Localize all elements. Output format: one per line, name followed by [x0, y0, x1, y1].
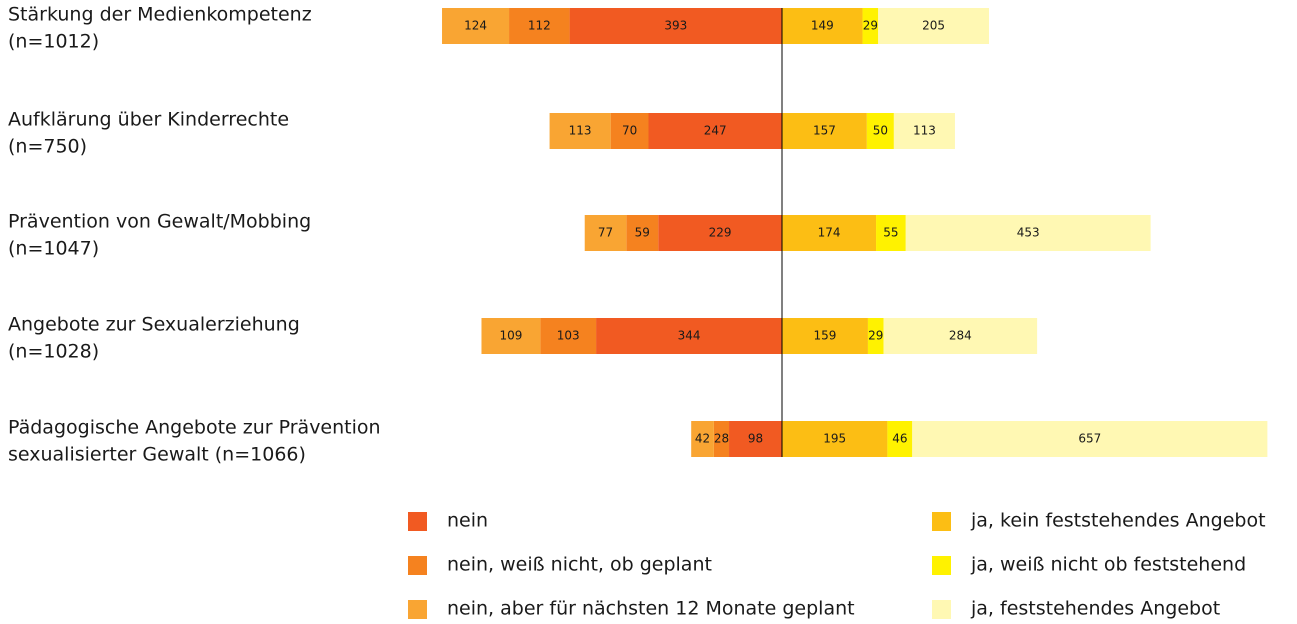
category-label: (n=750)	[8, 136, 87, 158]
value-label: 103	[557, 329, 580, 343]
category-label: Prävention von Gewalt/Mobbing	[8, 211, 311, 233]
value-label: 159	[814, 329, 837, 343]
bar-segment	[584, 215, 627, 251]
value-label: 657	[1078, 432, 1101, 446]
legend-swatch	[408, 512, 427, 531]
value-label: 50	[873, 124, 888, 138]
value-label: 393	[664, 19, 687, 33]
bar-segment	[862, 8, 879, 44]
bar-segment	[893, 113, 955, 149]
value-label: 46	[892, 432, 907, 446]
category-label: Stärkung der Medienkompetenz	[8, 4, 312, 26]
bar-segment	[866, 113, 894, 149]
legend-label: ja, weiß nicht ob feststehend	[970, 554, 1246, 576]
bar-segment	[509, 8, 570, 44]
bar-segment	[596, 318, 782, 354]
category-label: Angebote zur Sexualerziehung	[8, 314, 300, 336]
value-label: 98	[748, 432, 763, 446]
value-label: 70	[622, 124, 637, 138]
value-label: 124	[464, 19, 487, 33]
value-label: 344	[678, 329, 701, 343]
value-label: 59	[635, 226, 650, 240]
bar-segment	[481, 318, 541, 354]
legend-swatch	[932, 600, 951, 619]
category-label: Pädagogische Angebote zur Prävention	[8, 417, 381, 439]
value-label: 42	[695, 432, 710, 446]
value-label: 113	[913, 124, 936, 138]
value-label: 113	[569, 124, 592, 138]
bar-segment	[876, 215, 906, 251]
bar-segment	[610, 113, 649, 149]
value-label: 229	[709, 226, 732, 240]
category-label: sexualisierter Gewalt (n=1066)	[8, 444, 306, 466]
bar-segment	[878, 8, 990, 44]
bar-segment	[626, 215, 659, 251]
bar-segment	[905, 215, 1151, 251]
value-label: 195	[823, 432, 846, 446]
legend-label: nein	[447, 510, 488, 532]
value-label: 28	[714, 432, 729, 446]
bar-segment	[713, 421, 730, 457]
legend-swatch	[408, 600, 427, 619]
bar-segment	[540, 318, 597, 354]
category-label: (n=1028)	[8, 341, 99, 363]
legend-label: nein, weiß nicht, ob geplant	[447, 554, 712, 576]
legend-swatch	[932, 556, 951, 575]
category-label: (n=1047)	[8, 238, 99, 260]
bar-segment	[442, 8, 510, 44]
legend-swatch	[932, 512, 951, 531]
value-label: 284	[949, 329, 972, 343]
bar-segment	[648, 113, 782, 149]
bar-segment	[569, 8, 782, 44]
bar-segment	[867, 318, 884, 354]
bar-segment	[658, 215, 782, 251]
bar-segment	[782, 8, 863, 44]
legend-label: ja, feststehendes Angebot	[970, 598, 1220, 620]
bar-segment	[782, 113, 867, 149]
bar-segment	[691, 421, 714, 457]
value-label: 247	[704, 124, 727, 138]
bar-segment	[883, 318, 1038, 354]
value-label: 29	[863, 19, 878, 33]
bar-segment	[782, 421, 888, 457]
bar-segment	[887, 421, 913, 457]
value-label: 109	[499, 329, 522, 343]
value-label: 112	[528, 19, 551, 33]
value-label: 29	[868, 329, 883, 343]
legend-label: nein, aber für nächsten 12 Monate geplan…	[447, 598, 855, 620]
value-label: 157	[813, 124, 836, 138]
bar-segment	[729, 421, 782, 457]
value-label: 149	[811, 19, 834, 33]
category-label: (n=1012)	[8, 31, 99, 53]
bar-segment	[912, 421, 1268, 457]
bar-segment	[782, 318, 868, 354]
bar-segment	[782, 215, 877, 251]
value-label: 205	[922, 19, 945, 33]
category-label: Aufklärung über Kinderrechte	[8, 109, 289, 131]
bar-segment	[549, 113, 611, 149]
value-label: 77	[598, 226, 613, 240]
legend-swatch	[408, 556, 427, 575]
legend-label: ja, kein feststehendes Angebot	[970, 510, 1266, 532]
value-label: 55	[883, 226, 898, 240]
value-label: 174	[818, 226, 841, 240]
value-label: 453	[1017, 226, 1040, 240]
